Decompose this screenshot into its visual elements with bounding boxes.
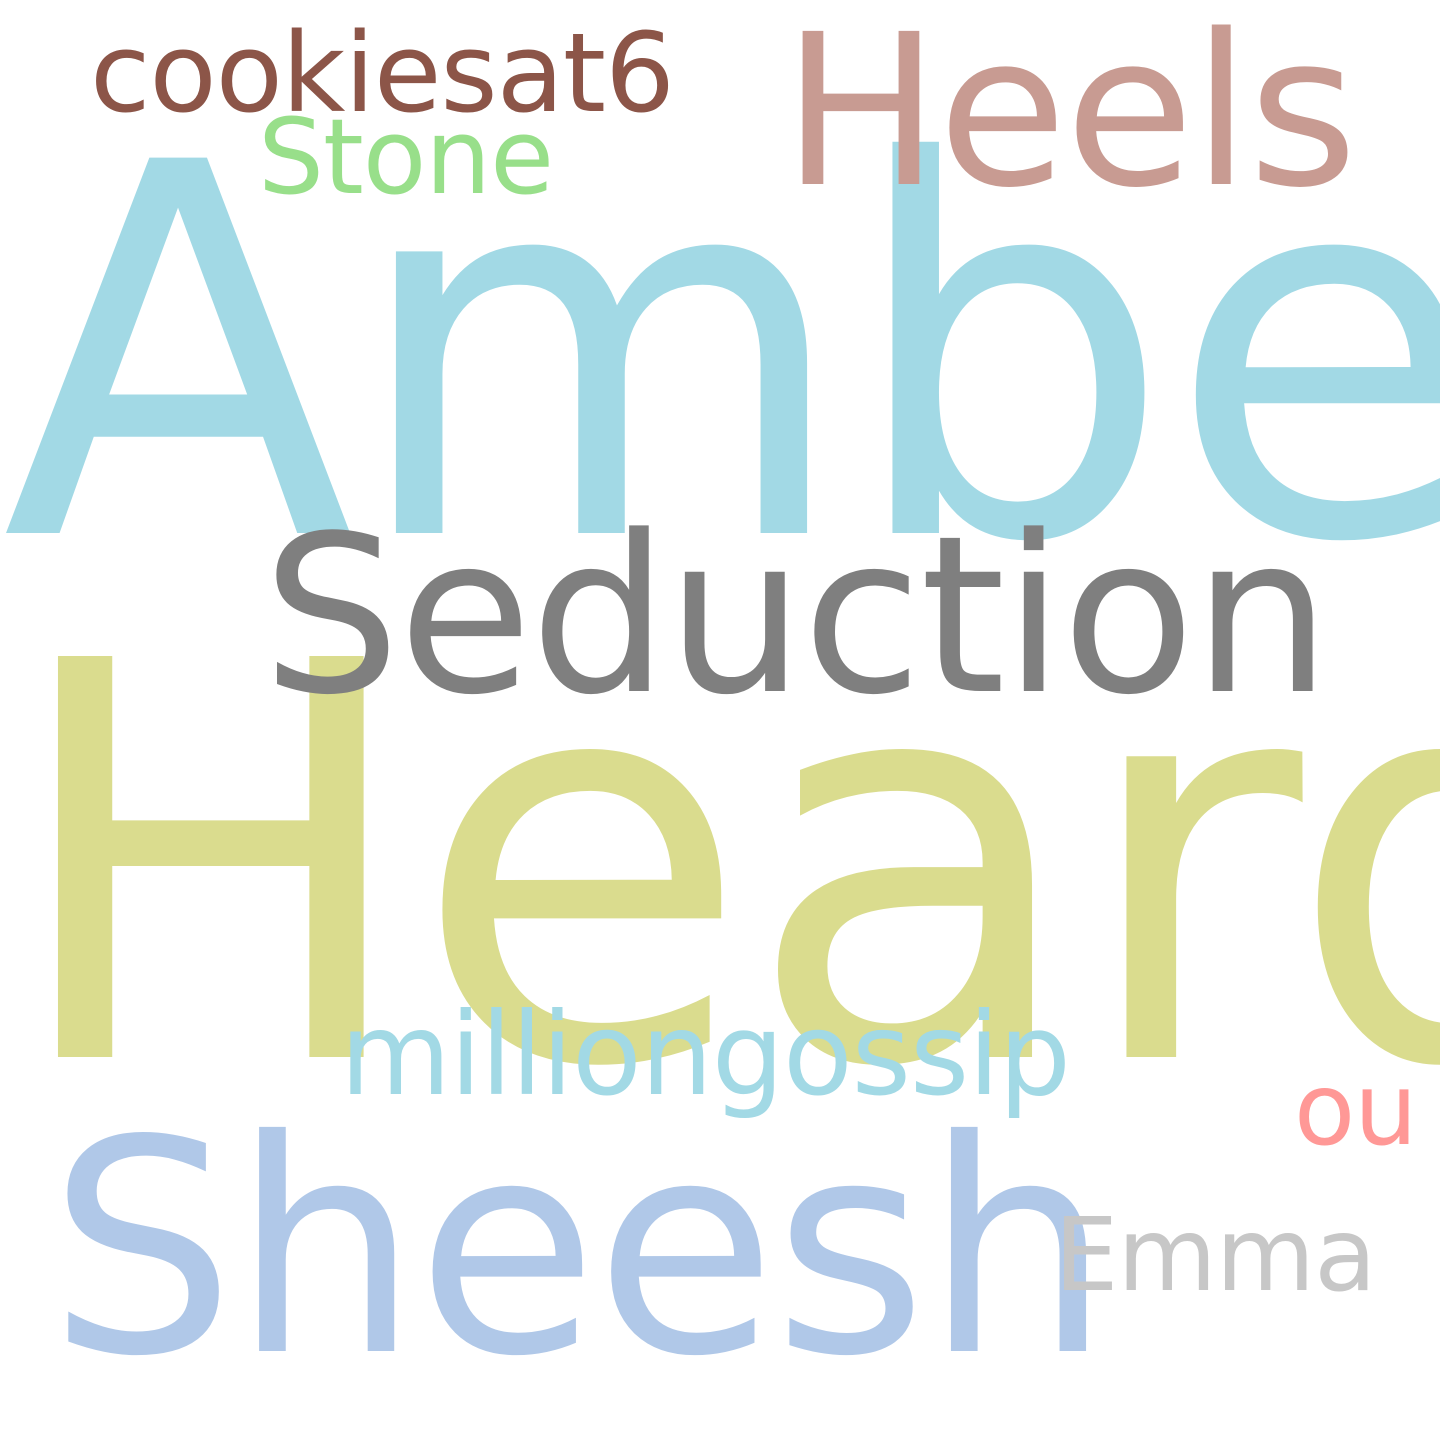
word-emma: Emma: [1054, 1196, 1377, 1315]
word-stone: Stone: [258, 96, 554, 218]
word-milliongossip: milliongossip: [340, 988, 1071, 1121]
word-heard: Heard: [4, 546, 1440, 1187]
word-seduction: Seduction: [262, 490, 1331, 743]
word-cookiesat6: cookiesat6: [90, 9, 675, 137]
word-amber: Amber: [2, 56, 1440, 655]
word-ou: ou: [1294, 1051, 1418, 1168]
word-sheesh: Sheesh: [48, 1077, 1111, 1421]
word-heels: Heels: [782, 0, 1358, 234]
